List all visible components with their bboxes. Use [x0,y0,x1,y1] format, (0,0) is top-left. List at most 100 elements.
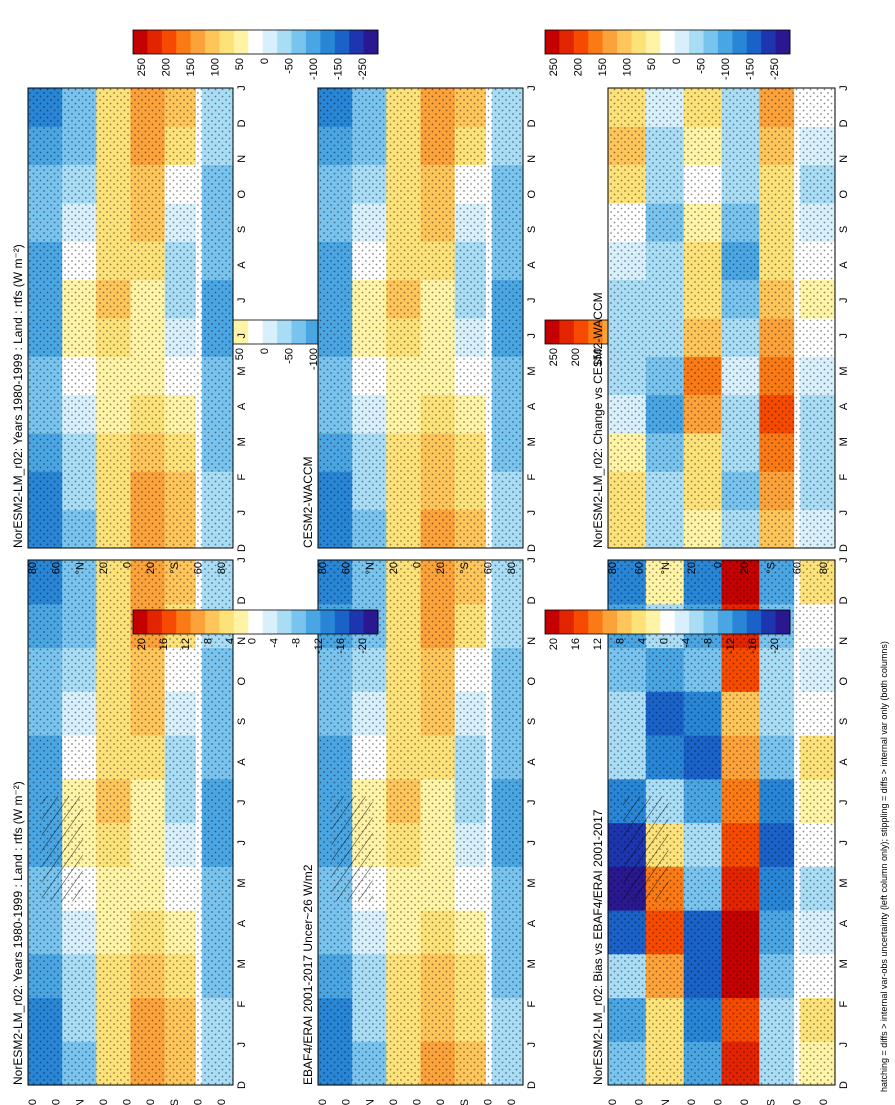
colorbar-label: -8 [703,638,715,648]
lat-tick-label: 0 [713,562,725,568]
month-tick-label: A [838,402,850,410]
month-tick-label: N [526,637,538,645]
panel-title: NorESM2-LM_r02: Years 1980-1999 : Land :… [11,244,25,548]
colorbar-label: 8 [614,638,626,644]
colorbar-swatch [334,610,350,634]
lat-tick-label: °S [459,1099,471,1105]
month-tick-label: S [236,718,248,725]
colorbar-label: -50 [283,58,295,74]
colorbar-label: 50 [234,58,246,70]
month-tick-label: J [838,840,850,846]
lat-tick-label: °N [660,562,672,574]
lat-tick-label: °N [660,1099,672,1105]
colorbar-swatch [645,30,661,54]
month-tick-label: O [838,676,850,685]
colorbar-swatch [233,30,249,54]
colorbar-frame [544,29,791,55]
colorbar-swatch [305,610,321,634]
month-tick-label: F [236,474,248,481]
lat-tick-label: 0 [122,562,134,568]
lat-tick-label: 80 [506,562,518,574]
colorbar-swatch [176,610,192,634]
colorbar-label: -150 [332,58,344,80]
colorbar-swatch [761,610,777,634]
colorbar: 250 200 150 100 50 0 -50 -100 -150 -250 [132,29,379,80]
panel-title: NorESM2-LM_r02: Change vs CESM2-WACCM [591,292,605,548]
month-tick-label: A [838,758,850,766]
colorbar-label: 50 [646,58,658,70]
panel-top-right: 80 60 °N 20 0 20 °S 60 80DJFMAMJJASONDJNorESM2-L… [11,29,791,574]
colorbar-swatch [573,30,589,54]
month-tick-label: M [236,959,248,968]
colorbar-swatch [674,30,690,54]
lat-tick-label: °N [364,562,376,574]
colorbar: 20 16 12 8 4 0 -4 -8 -12 -16 -20 [544,609,791,654]
colorbar-label: 12 [592,638,604,650]
lat-tick-label: 60 [792,1099,804,1105]
month-tick-label: M [236,367,248,376]
month-tick-label: N [236,155,248,163]
month-tick-label: J [236,1042,248,1048]
colorbar-label: 12 [180,638,192,650]
colorbar-label: 4 [636,638,648,644]
colorbar-label: -4 [681,638,693,648]
hatching-overlay [331,796,373,902]
month-tick-label: M [526,437,538,446]
colorbar-label: -16 [747,638,759,654]
month-tick-label: J [236,85,248,91]
month-tick-label: S [236,226,248,233]
lat-tick-label: °S [169,562,181,574]
stippling-overlay [318,88,523,548]
lat-tick-label: 20 [739,1099,751,1105]
month-tick-label: J [838,800,850,806]
month-tick-label: D [526,596,538,604]
lat-tick-label: 20 [435,1099,447,1105]
colorbar-swatch [190,610,206,634]
month-tick-label: J [838,333,850,339]
month-tick-label: D [526,119,538,127]
month-tick-label: F [838,1001,850,1008]
stippling-overlay [28,88,233,548]
month-tick-label: D [526,544,538,552]
colorbar-swatch [545,30,560,54]
colorbar-swatch [277,610,292,634]
colorbar-label: -12 [313,638,325,654]
colorbar-swatch [559,30,575,54]
lat-tick-label: 60 [51,1099,63,1105]
month-tick-label: J [236,557,248,563]
month-tick-label: J [526,557,538,563]
hatching-overlay [41,796,83,902]
colorbar-swatch [277,320,292,344]
colorbar-swatch [660,610,676,634]
lat-tick-label: 20 [686,1099,698,1105]
panel-title: EBAF4/ERAI 2001-2017 Uncer~26 W/m2 [301,864,315,1085]
lat-tick-label: 60 [192,1099,204,1105]
colorbar-swatch [334,30,350,54]
panel-title: NorESM2-LM_r02: Bias vs EBAF4/ERAI 2001-… [591,809,605,1085]
month-tick-label: N [838,155,850,163]
lat-tick-label: 80 [317,1099,329,1105]
month-tick-label: J [526,840,538,846]
colorbar-swatch [262,610,278,634]
colorbar-swatch [305,320,321,344]
month-tick-label: N [236,637,248,645]
month-tick-label: A [838,919,850,927]
month-tick-label: D [236,1081,248,1089]
lat-tick-label: 60 [341,1099,353,1105]
month-tick-label: A [236,919,248,927]
colorbar-swatch [291,30,307,54]
colorbar-swatch [573,610,589,634]
colorbar-label: -250 [769,58,781,80]
colorbar-label: 8 [202,638,214,644]
colorbar-label: 250 [548,348,560,366]
lat-tick-label: 0 [412,562,424,568]
colorbar-swatch [320,30,336,54]
month-tick-label: O [838,189,850,198]
colorbar-swatch [219,30,235,54]
colorbar-swatch [746,610,762,634]
month-tick-label: A [526,402,538,410]
colorbar-label: -100 [308,348,320,370]
plot-frame [27,87,234,549]
panel-mid-right: 80 60 °N 20 0 20 °S 60 80DJFMAMJJASONDJCESM2-WAC… [301,85,791,574]
plot-frame [317,87,524,549]
